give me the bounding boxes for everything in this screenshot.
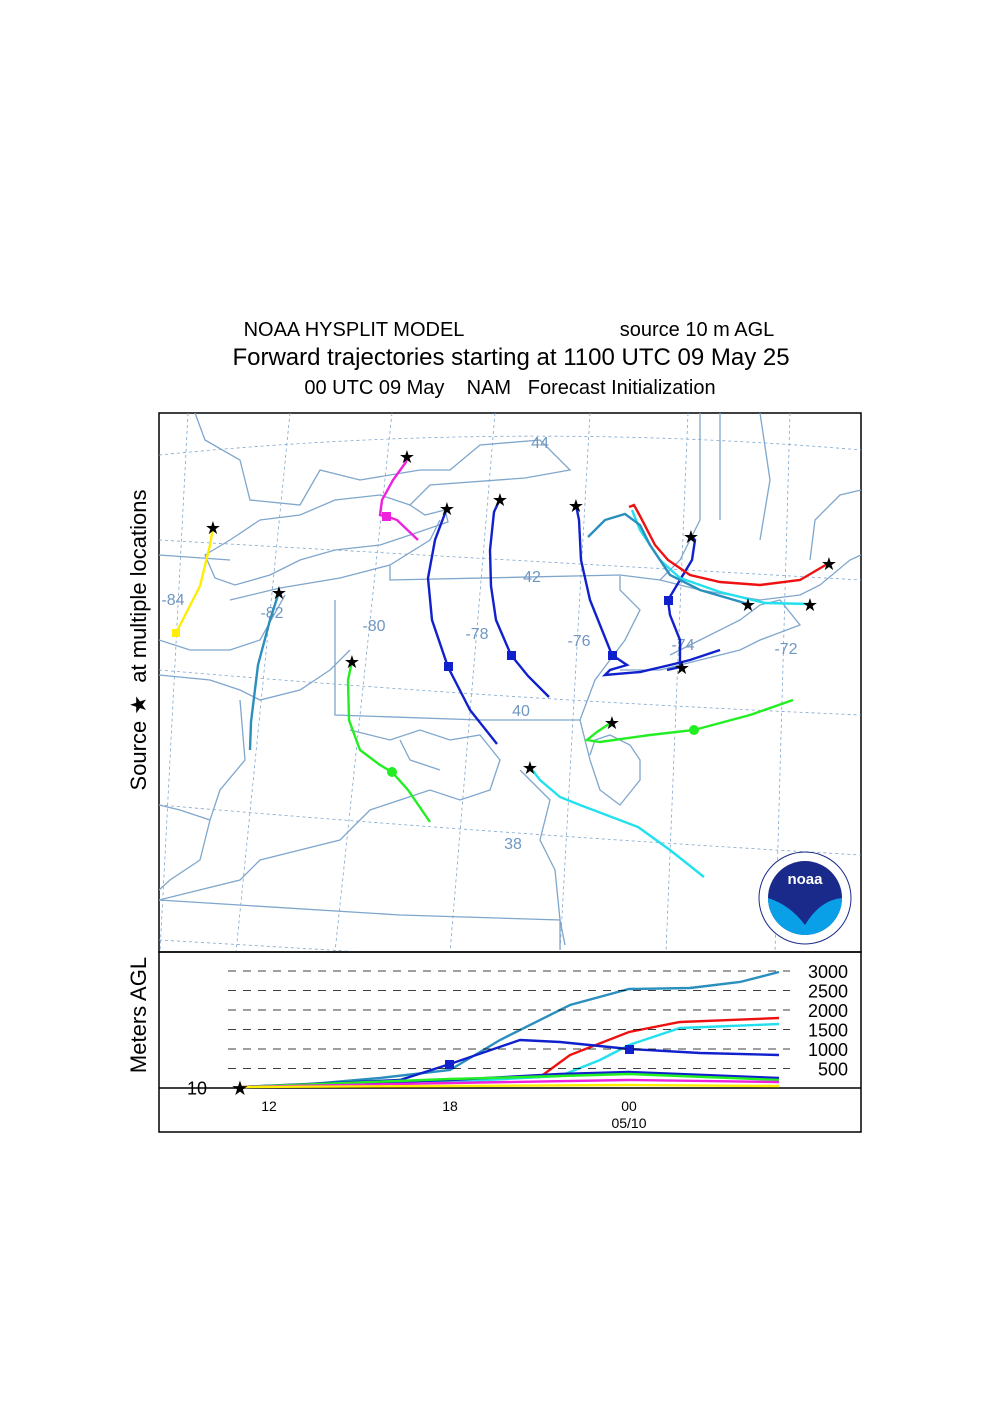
trajectory [426, 507, 498, 745]
height-frame [158, 951, 862, 1133]
height-tick-label: 2500 [808, 982, 848, 1002]
source-star: ★ [399, 447, 415, 467]
height-trace [239, 1078, 780, 1089]
latitude-label: 44 [531, 435, 549, 452]
marker [445, 1060, 454, 1069]
source-star: ★ [231, 1078, 249, 1100]
marker [387, 767, 397, 777]
longitude-label: -84 [161, 592, 184, 609]
latitude-label: 38 [504, 836, 522, 853]
height-trace [239, 1083, 780, 1089]
source-star: ★ [344, 652, 360, 672]
source-star: ★ [674, 658, 690, 678]
marker [689, 725, 699, 735]
height-tick-label: 1000 [808, 1040, 848, 1060]
marker [664, 596, 673, 605]
source-star: ★ [492, 490, 508, 510]
longitude-label: -72 [774, 641, 797, 658]
trajectory [346, 660, 431, 823]
source-star: ★ [821, 554, 837, 574]
source-height: source 10 m AGL [620, 319, 775, 341]
source-star: ★ [740, 595, 756, 615]
source-star: ★ [568, 496, 584, 516]
graticule [159, 413, 861, 952]
map-y-label: Source ★ at multiple locations [126, 490, 151, 791]
noaa-logo: noaa [758, 851, 852, 945]
trajectory [628, 503, 830, 587]
marker [625, 1045, 634, 1054]
height-tick-label: 2000 [808, 1001, 848, 1021]
height-trajectories: ★ [231, 970, 780, 1100]
trajectory [630, 509, 811, 606]
height-y-label: Meters AGL [126, 957, 151, 1073]
trajectory [574, 504, 721, 677]
model-name: NOAA HYSPLIT MODEL [244, 319, 465, 341]
trajectory [488, 498, 550, 698]
source-star: ★ [522, 758, 538, 778]
trajectory [529, 766, 705, 878]
height-trace [239, 1072, 780, 1089]
time-label: 00 [621, 1098, 637, 1114]
trajectory [378, 455, 419, 541]
trajectories [172, 455, 830, 878]
height-tick-label: 10 [187, 1079, 207, 1099]
source-stars: ★ ★ ★ ★ ★ ★ ★ ★ ★ ★ ★ ★ ★ ★ [205, 447, 837, 778]
logo-wave [768, 898, 842, 935]
lat-lon-labels: -84 -82 -80 -78 -76 -74 -72 44 42 40 38 [161, 435, 797, 853]
title: Forward trajectories starting at 1100 UT… [232, 344, 789, 371]
time-label: 18 [442, 1098, 458, 1114]
latitude-label: 42 [523, 569, 541, 586]
trajectory [174, 526, 215, 634]
longitude-label: -74 [671, 637, 694, 654]
source-star: ★ [604, 713, 620, 733]
longitude-label: -76 [567, 633, 590, 650]
date-label: 05/10 [611, 1115, 646, 1131]
height-tick-label: 500 [818, 1060, 848, 1080]
height-tick-label: 1500 [808, 1021, 848, 1041]
logo-text: noaa [787, 871, 823, 888]
marker [507, 651, 516, 660]
source-star: ★ [205, 518, 221, 538]
marker [444, 662, 453, 671]
marker [608, 651, 617, 660]
time-label: 12 [261, 1098, 277, 1114]
source-star: ★ [802, 595, 818, 615]
trajectory [587, 512, 749, 606]
height-trace [239, 1038, 780, 1089]
trajectory [584, 698, 794, 744]
map-frame [158, 412, 862, 953]
subtitle: 00 UTC 09 May NAM Forecast Initializatio… [304, 377, 715, 399]
marker [172, 629, 180, 637]
height-panel: Meters AGL ★ 12 18 00 05/10 10 5001000150… [126, 951, 862, 1133]
trajectory [248, 591, 281, 751]
map-panel: -84 -82 -80 -78 -76 -74 -72 44 42 40 38 … [126, 412, 862, 953]
latitude-label: 40 [512, 703, 530, 720]
source-star: ★ [683, 527, 699, 547]
height-tick-label: 3000 [808, 962, 848, 982]
marker [382, 512, 391, 521]
source-star: ★ [439, 499, 455, 519]
longitude-label: -80 [362, 618, 385, 635]
source-star: ★ [271, 583, 287, 603]
longitude-label: -78 [465, 626, 488, 643]
